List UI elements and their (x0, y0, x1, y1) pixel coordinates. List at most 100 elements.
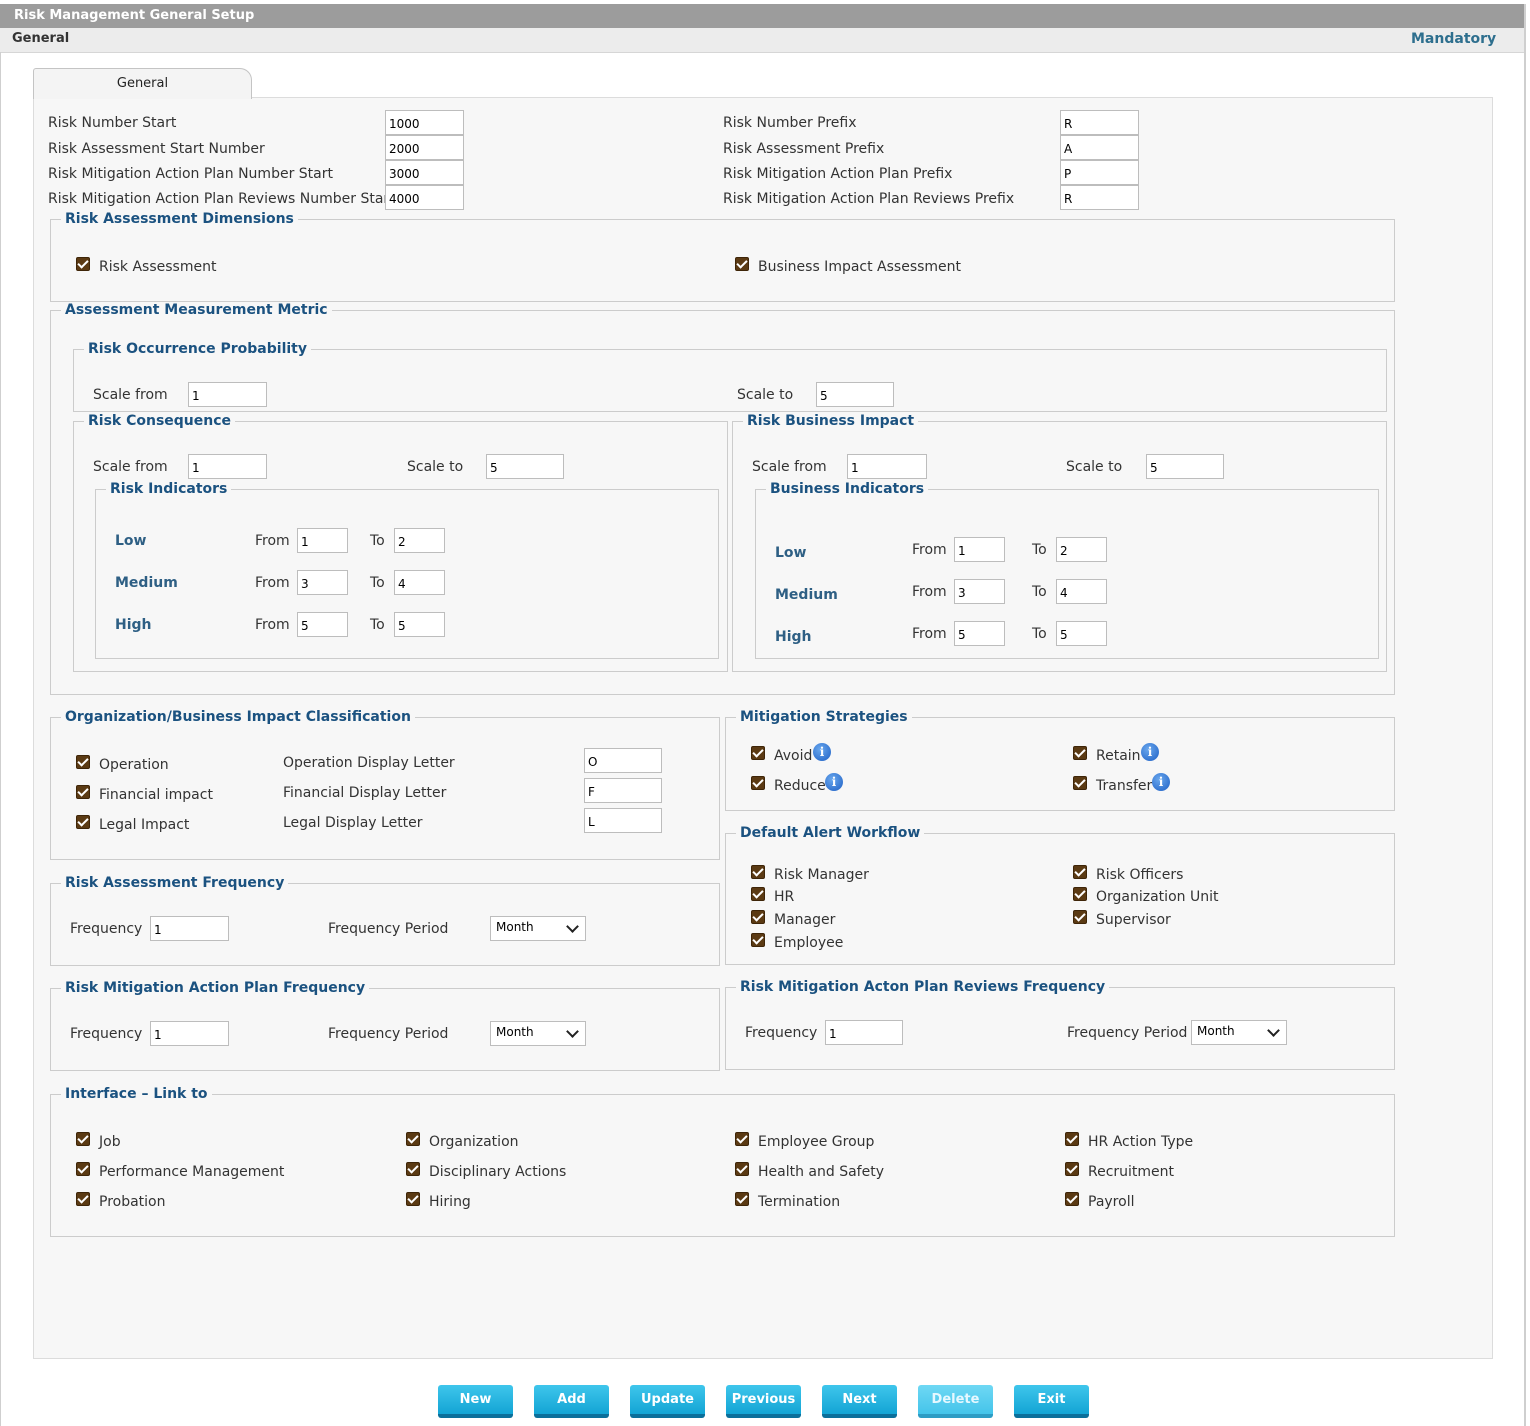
hiring-checkbox[interactable] (406, 1192, 420, 1206)
financial-impact-checkbox[interactable] (76, 785, 90, 799)
plan-frequency-input[interactable] (150, 1021, 229, 1046)
business-high-from-input[interactable] (954, 621, 1005, 646)
reduce-info-icon[interactable]: i (825, 773, 843, 791)
risk-number-start-input[interactable] (385, 110, 464, 135)
mitigation-plan-prefix-label: Risk Mitigation Action Plan Prefix (723, 166, 953, 182)
probability-legend: Risk Occurrence Probability (88, 341, 307, 357)
mitigation-plan-start-input[interactable] (385, 160, 464, 185)
probability-scale-to-input[interactable] (816, 382, 894, 407)
retain-checkbox[interactable] (1073, 746, 1087, 760)
business-low-from-input[interactable] (954, 537, 1005, 562)
transfer-checkbox[interactable] (1073, 776, 1087, 790)
probability-scale-to-label: Scale to (737, 387, 794, 403)
mitigation-reviews-start-label: Risk Mitigation Action Plan Reviews Numb… (48, 191, 395, 207)
reviews-frequency-input[interactable] (825, 1020, 903, 1045)
business-high-to-label: To (1032, 626, 1047, 642)
new-button[interactable]: New (438, 1385, 513, 1418)
risk-low-from-input[interactable] (297, 528, 348, 553)
risk-assessment-checkbox[interactable] (76, 257, 90, 271)
organization-label: Organization (429, 1134, 519, 1150)
hr-action-type-checkbox[interactable] (1065, 1132, 1079, 1146)
risk-medium-from-input[interactable] (297, 570, 348, 595)
metric-legend: Assessment Measurement Metric (65, 302, 328, 318)
probability-group: Risk Occurrence Probability (73, 341, 1387, 412)
legal-impact-checkbox[interactable] (76, 815, 90, 829)
employee-checkbox[interactable] (751, 933, 765, 947)
delete-button[interactable]: Delete (918, 1385, 993, 1418)
health-and-safety-checkbox[interactable] (735, 1162, 749, 1176)
consequence-scale-to-input[interactable] (486, 454, 564, 479)
risk-officers-checkbox[interactable] (1073, 865, 1087, 879)
legal-letter-input[interactable] (584, 808, 662, 833)
plan-frequency-group: Risk Mitigation Action Plan Frequency (50, 980, 720, 1071)
add-button[interactable]: Add (534, 1385, 609, 1418)
supervisor-checkbox[interactable] (1073, 910, 1087, 924)
termination-label: Termination (758, 1194, 841, 1210)
plan-period-label: Frequency Period (328, 1026, 449, 1042)
performance-management-checkbox[interactable] (76, 1162, 90, 1176)
supervisor-label: Supervisor (1096, 912, 1171, 928)
next-button[interactable]: Next (822, 1385, 897, 1418)
business-scale-from-input[interactable] (847, 454, 927, 479)
mitigation-plan-prefix-input[interactable] (1060, 160, 1139, 185)
risk-manager-checkbox[interactable] (751, 865, 765, 879)
business-medium-from-input[interactable] (954, 579, 1005, 604)
risk-high-from-input[interactable] (297, 612, 348, 637)
assessment-frequency-input[interactable] (150, 916, 229, 941)
recruitment-checkbox[interactable] (1065, 1162, 1079, 1176)
payroll-label: Payroll (1088, 1194, 1135, 1210)
avoid-info-icon[interactable]: i (813, 743, 831, 761)
termination-checkbox[interactable] (735, 1192, 749, 1206)
reduce-checkbox[interactable] (751, 776, 765, 790)
risk-number-prefix-input[interactable] (1060, 110, 1139, 135)
reviews-frequency-group: Risk Mitigation Acton Plan Reviews Frequ… (725, 979, 1395, 1070)
risk-high-to-input[interactable] (394, 612, 445, 637)
operation-checkbox[interactable] (76, 755, 90, 769)
financial-letter-input[interactable] (584, 778, 662, 803)
organization-unit-checkbox[interactable] (1073, 887, 1087, 901)
plan-period-select[interactable]: Month (490, 1021, 586, 1046)
mandatory-link[interactable]: Mandatory (1411, 31, 1497, 47)
payroll-checkbox[interactable] (1065, 1192, 1079, 1206)
tab-general[interactable]: General (33, 68, 252, 99)
business-scale-to-input[interactable] (1146, 454, 1224, 479)
risk-medium-to-input[interactable] (394, 570, 445, 595)
legal-letter-label: Legal Display Letter (283, 815, 423, 831)
business-impact-assessment-checkbox[interactable] (735, 257, 749, 271)
business-medium-to-input[interactable] (1056, 579, 1107, 604)
avoid-label: Avoid (774, 748, 813, 764)
operation-letter-input[interactable] (584, 748, 662, 773)
employee-group-checkbox[interactable] (735, 1132, 749, 1146)
disciplinary-actions-checkbox[interactable] (406, 1162, 420, 1176)
reviews-period-select[interactable]: Month (1191, 1020, 1287, 1045)
business-low-to-input[interactable] (1056, 537, 1107, 562)
previous-button[interactable]: Previous (726, 1385, 801, 1418)
transfer-info-icon[interactable]: i (1152, 773, 1170, 791)
risk-assessment-start-input[interactable] (385, 135, 464, 160)
risk-assessment-prefix-input[interactable] (1060, 135, 1139, 160)
business-high-to-input[interactable] (1056, 621, 1107, 646)
probation-checkbox[interactable] (76, 1192, 90, 1206)
business-medium-label: Medium (775, 587, 838, 603)
recruitment-label: Recruitment (1088, 1164, 1175, 1180)
business-medium-from-label: From (912, 584, 947, 600)
exit-button[interactable]: Exit (1014, 1385, 1089, 1418)
risk-low-to-input[interactable] (394, 528, 445, 553)
probability-scale-from-input[interactable] (188, 382, 267, 407)
business-impact-legend: Risk Business Impact (747, 413, 915, 429)
consequence-scale-from-input[interactable] (188, 454, 267, 479)
manager-checkbox[interactable] (751, 910, 765, 924)
retain-info-icon[interactable]: i (1141, 743, 1159, 761)
mitigation-reviews-prefix-input[interactable] (1060, 185, 1139, 210)
assessment-period-select[interactable]: Month (490, 916, 586, 941)
avoid-checkbox[interactable] (751, 746, 765, 760)
job-checkbox[interactable] (76, 1132, 90, 1146)
section-bar: General Mandatory (0, 28, 1525, 53)
organization-checkbox[interactable] (406, 1132, 420, 1146)
business-low-to-label: To (1032, 542, 1047, 558)
reviews-frequency-legend: Risk Mitigation Acton Plan Reviews Frequ… (740, 979, 1106, 995)
mitigation-reviews-start-input[interactable] (385, 185, 464, 210)
hr-checkbox[interactable] (751, 887, 765, 901)
update-button[interactable]: Update (630, 1385, 705, 1418)
window-title-bar: Risk Management General Setup (0, 4, 1525, 28)
